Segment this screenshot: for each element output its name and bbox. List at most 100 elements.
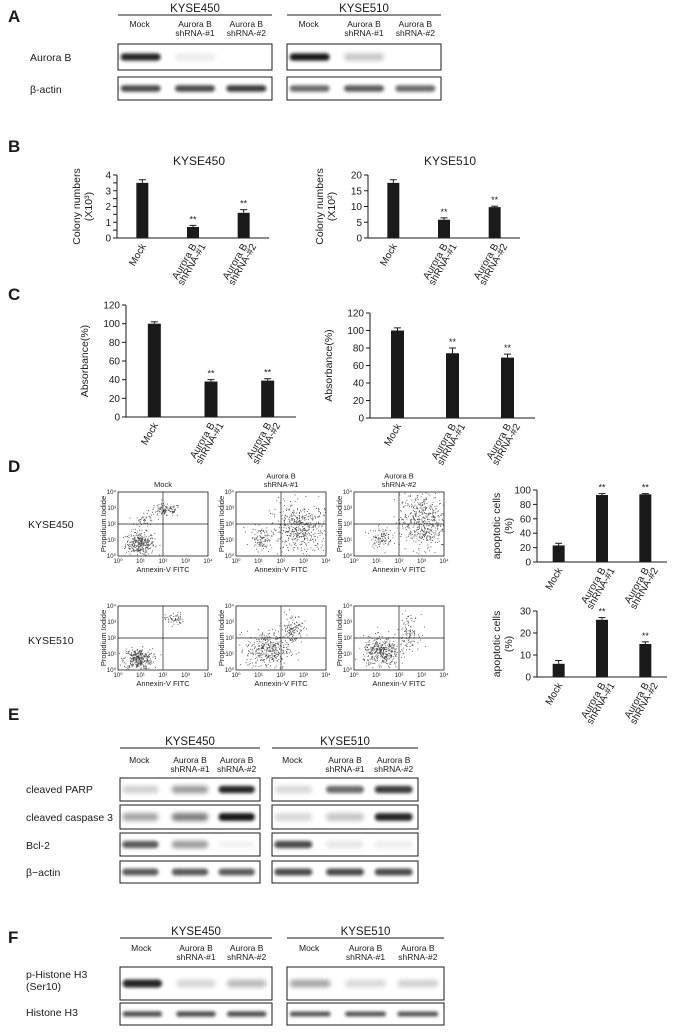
flow-event [425, 538, 427, 540]
flow-event [140, 549, 142, 551]
flow-event [411, 499, 413, 501]
flow-event [382, 529, 384, 531]
flow-event [393, 516, 395, 518]
flow-event [303, 527, 305, 529]
flow-event [434, 534, 436, 536]
flow-event [384, 653, 386, 655]
flow-event [274, 667, 276, 669]
flow-event [281, 629, 283, 631]
flow-event [367, 649, 369, 651]
flow-event [308, 555, 310, 557]
significance-mark: ** [598, 483, 606, 493]
flow-event [402, 647, 404, 649]
flow-y-tick: 10² [225, 522, 234, 528]
flow-event [135, 650, 136, 652]
flow-event [284, 653, 286, 655]
flow-event [140, 660, 142, 662]
flow-event [406, 628, 407, 630]
flow-event [126, 652, 128, 654]
flow-event [129, 657, 131, 659]
flow-y-tick: 10¹ [107, 652, 116, 658]
flow-event [125, 669, 127, 670]
flow-event [257, 551, 259, 553]
flow-event [256, 542, 258, 544]
flow-event [256, 652, 258, 654]
flow-event [386, 660, 388, 662]
flow-event [303, 507, 305, 509]
flow-event [261, 654, 263, 656]
flow-event [434, 516, 436, 518]
flow-event [389, 649, 391, 650]
flow-event [140, 667, 142, 669]
flow-event [290, 655, 292, 657]
flow-event [423, 534, 425, 535]
flow-event [182, 620, 184, 622]
flow-event [139, 530, 141, 532]
flow-event [291, 513, 293, 515]
flow-event [293, 523, 295, 525]
flow-event [269, 636, 271, 638]
flow-event [441, 519, 443, 521]
flow-event [434, 552, 436, 553]
flow-event [434, 506, 436, 508]
flow-event [258, 646, 260, 647]
flow-event [306, 522, 308, 524]
flow-event [302, 521, 304, 523]
flow-event [139, 654, 141, 656]
flow-event [388, 543, 389, 545]
flow-x-tick: 10¹ [372, 559, 381, 565]
flow-event [294, 519, 295, 521]
flow-event [272, 629, 273, 631]
flow-event [258, 655, 260, 657]
flow-event [303, 517, 305, 519]
flow-event [385, 542, 386, 544]
flow-x-tick: 10² [159, 673, 168, 679]
flow-event [413, 522, 415, 524]
flow-event [265, 654, 267, 656]
flow-event [171, 619, 173, 621]
flow-event [271, 659, 273, 660]
flow-event [301, 536, 303, 538]
flow-event [264, 545, 266, 547]
flow-event [372, 545, 374, 547]
flow-event [283, 650, 285, 652]
flow-event [269, 656, 271, 658]
flow-event [393, 641, 395, 642]
flow-event [137, 651, 139, 653]
western-band [374, 868, 413, 876]
flow-event [139, 650, 141, 652]
flow-event [384, 646, 386, 648]
flow-event [285, 634, 287, 636]
flow-event [436, 525, 438, 527]
flow-event [295, 626, 297, 628]
flow-event [139, 657, 140, 659]
flow-event [423, 500, 425, 502]
flow-event [140, 552, 142, 554]
flow-event [383, 535, 385, 537]
flow-event [366, 652, 368, 654]
flow-event [304, 538, 305, 539]
flow-event [137, 553, 139, 555]
flow-event [138, 665, 140, 667]
flow-event [150, 547, 151, 549]
flow-event [424, 534, 425, 536]
flow-event [383, 530, 385, 532]
flow-event [139, 657, 141, 659]
lane-label: shRNA-#1 [325, 764, 364, 774]
flow-event [442, 543, 443, 545]
flow-event [143, 536, 145, 538]
flow-event [378, 642, 380, 644]
flow-event [383, 539, 385, 541]
flow-event [138, 534, 140, 536]
flow-event [415, 530, 417, 532]
flow-event [323, 514, 325, 516]
flow-event [390, 650, 392, 652]
flow-event [259, 648, 261, 650]
flow-event [133, 658, 135, 660]
flow-event [309, 516, 311, 518]
flow-event [132, 538, 134, 540]
flow-event [427, 535, 429, 537]
flow-event [144, 534, 146, 536]
flow-event [296, 516, 298, 518]
flow-event [146, 546, 148, 548]
